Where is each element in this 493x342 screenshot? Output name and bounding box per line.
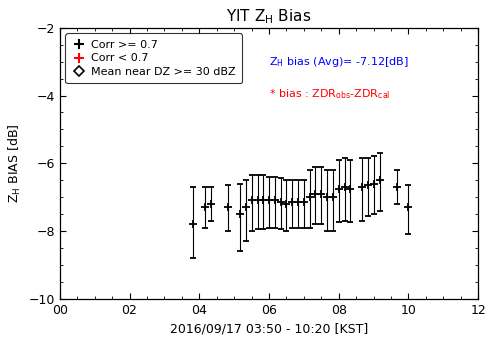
Text: $\mathregular{Z_H}$ bias (Avg)= -7.12[dB]: $\mathregular{Z_H}$ bias (Avg)= -7.12[dB… <box>269 55 409 69</box>
Title: YIT Z$_\mathrm{H}$ Bias: YIT Z$_\mathrm{H}$ Bias <box>226 7 312 26</box>
X-axis label: 2016/09/17 03:50 - 10:20 [KST]: 2016/09/17 03:50 - 10:20 [KST] <box>170 322 368 335</box>
Y-axis label: Z$_\mathrm{H}$ BIAS [dB]: Z$_\mathrm{H}$ BIAS [dB] <box>7 123 23 203</box>
Text: * bias : ZDR$_\mathregular{obs}$-ZDR$_\mathregular{cal}$: * bias : ZDR$_\mathregular{obs}$-ZDR$_\m… <box>269 88 390 101</box>
Legend: Corr >= 0.7, Corr < 0.7, Mean near DZ >= 30 dBZ: Corr >= 0.7, Corr < 0.7, Mean near DZ >=… <box>66 34 242 83</box>
